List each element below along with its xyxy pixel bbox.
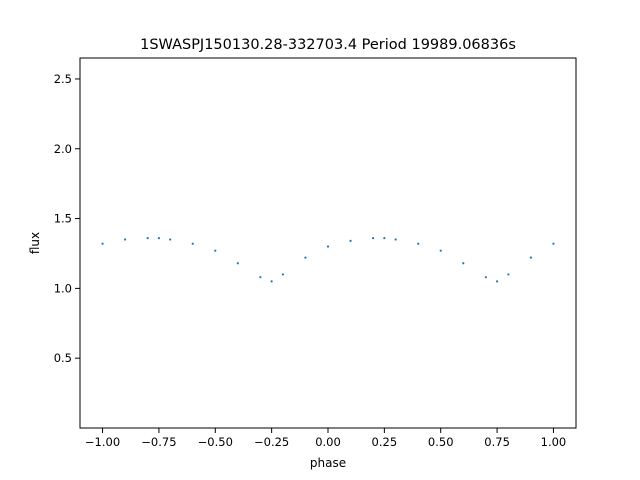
y-axis-label: flux — [28, 232, 42, 254]
y-axis-ticks: 0.5 1.0 1.5 2.0 2.5 — [54, 72, 80, 365]
data-point — [495, 280, 499, 283]
data-point — [507, 273, 510, 276]
data-point — [383, 237, 386, 240]
data-point — [281, 273, 285, 276]
x-axis-ticks: −1.00 −0.75 −0.50 −0.25 0.00 0.25 0.50 0.75 1.00 — [85, 428, 566, 449]
x-tick-label: −0.25 — [254, 435, 289, 449]
data-point — [529, 256, 533, 259]
plot-points — [101, 237, 555, 283]
data-point — [101, 242, 104, 245]
y-tick-label: 1.5 — [54, 212, 72, 226]
data-point — [371, 237, 375, 240]
data-point — [552, 242, 555, 245]
data-point — [484, 276, 487, 279]
data-point — [169, 238, 172, 241]
data-point — [191, 242, 194, 245]
y-tick-label: 1.0 — [54, 281, 72, 295]
data-point — [214, 249, 217, 252]
data-point — [146, 237, 149, 240]
y-tick-label: 2.0 — [54, 142, 72, 156]
chart-title: 1SWASPJ150130.28-332703.4 Period 19989.0… — [140, 37, 516, 53]
data-point — [417, 242, 420, 245]
y-tick-label: 2.5 — [54, 72, 72, 86]
y-tick-label: 0.5 — [54, 351, 72, 365]
data-point — [394, 238, 397, 241]
data-point — [270, 280, 273, 283]
x-tick-label: 1.00 — [541, 435, 567, 449]
x-tick-label: −0.75 — [141, 435, 176, 449]
x-tick-label: 0.25 — [372, 435, 398, 449]
data-point — [304, 256, 307, 259]
x-tick-label: −0.50 — [198, 435, 233, 449]
data-point — [236, 262, 239, 265]
x-tick-label: 0.00 — [315, 435, 341, 449]
x-tick-label: 0.50 — [428, 435, 454, 449]
data-point — [157, 237, 161, 240]
data-point — [439, 249, 442, 252]
x-tick-label: −1.00 — [85, 435, 120, 449]
data-point — [326, 245, 330, 248]
data-point — [123, 238, 127, 241]
data-point — [349, 239, 352, 243]
x-tick-label: 0.75 — [484, 435, 510, 449]
data-point — [462, 262, 465, 265]
data-point — [259, 276, 262, 279]
x-axis-label: phase — [310, 456, 346, 470]
